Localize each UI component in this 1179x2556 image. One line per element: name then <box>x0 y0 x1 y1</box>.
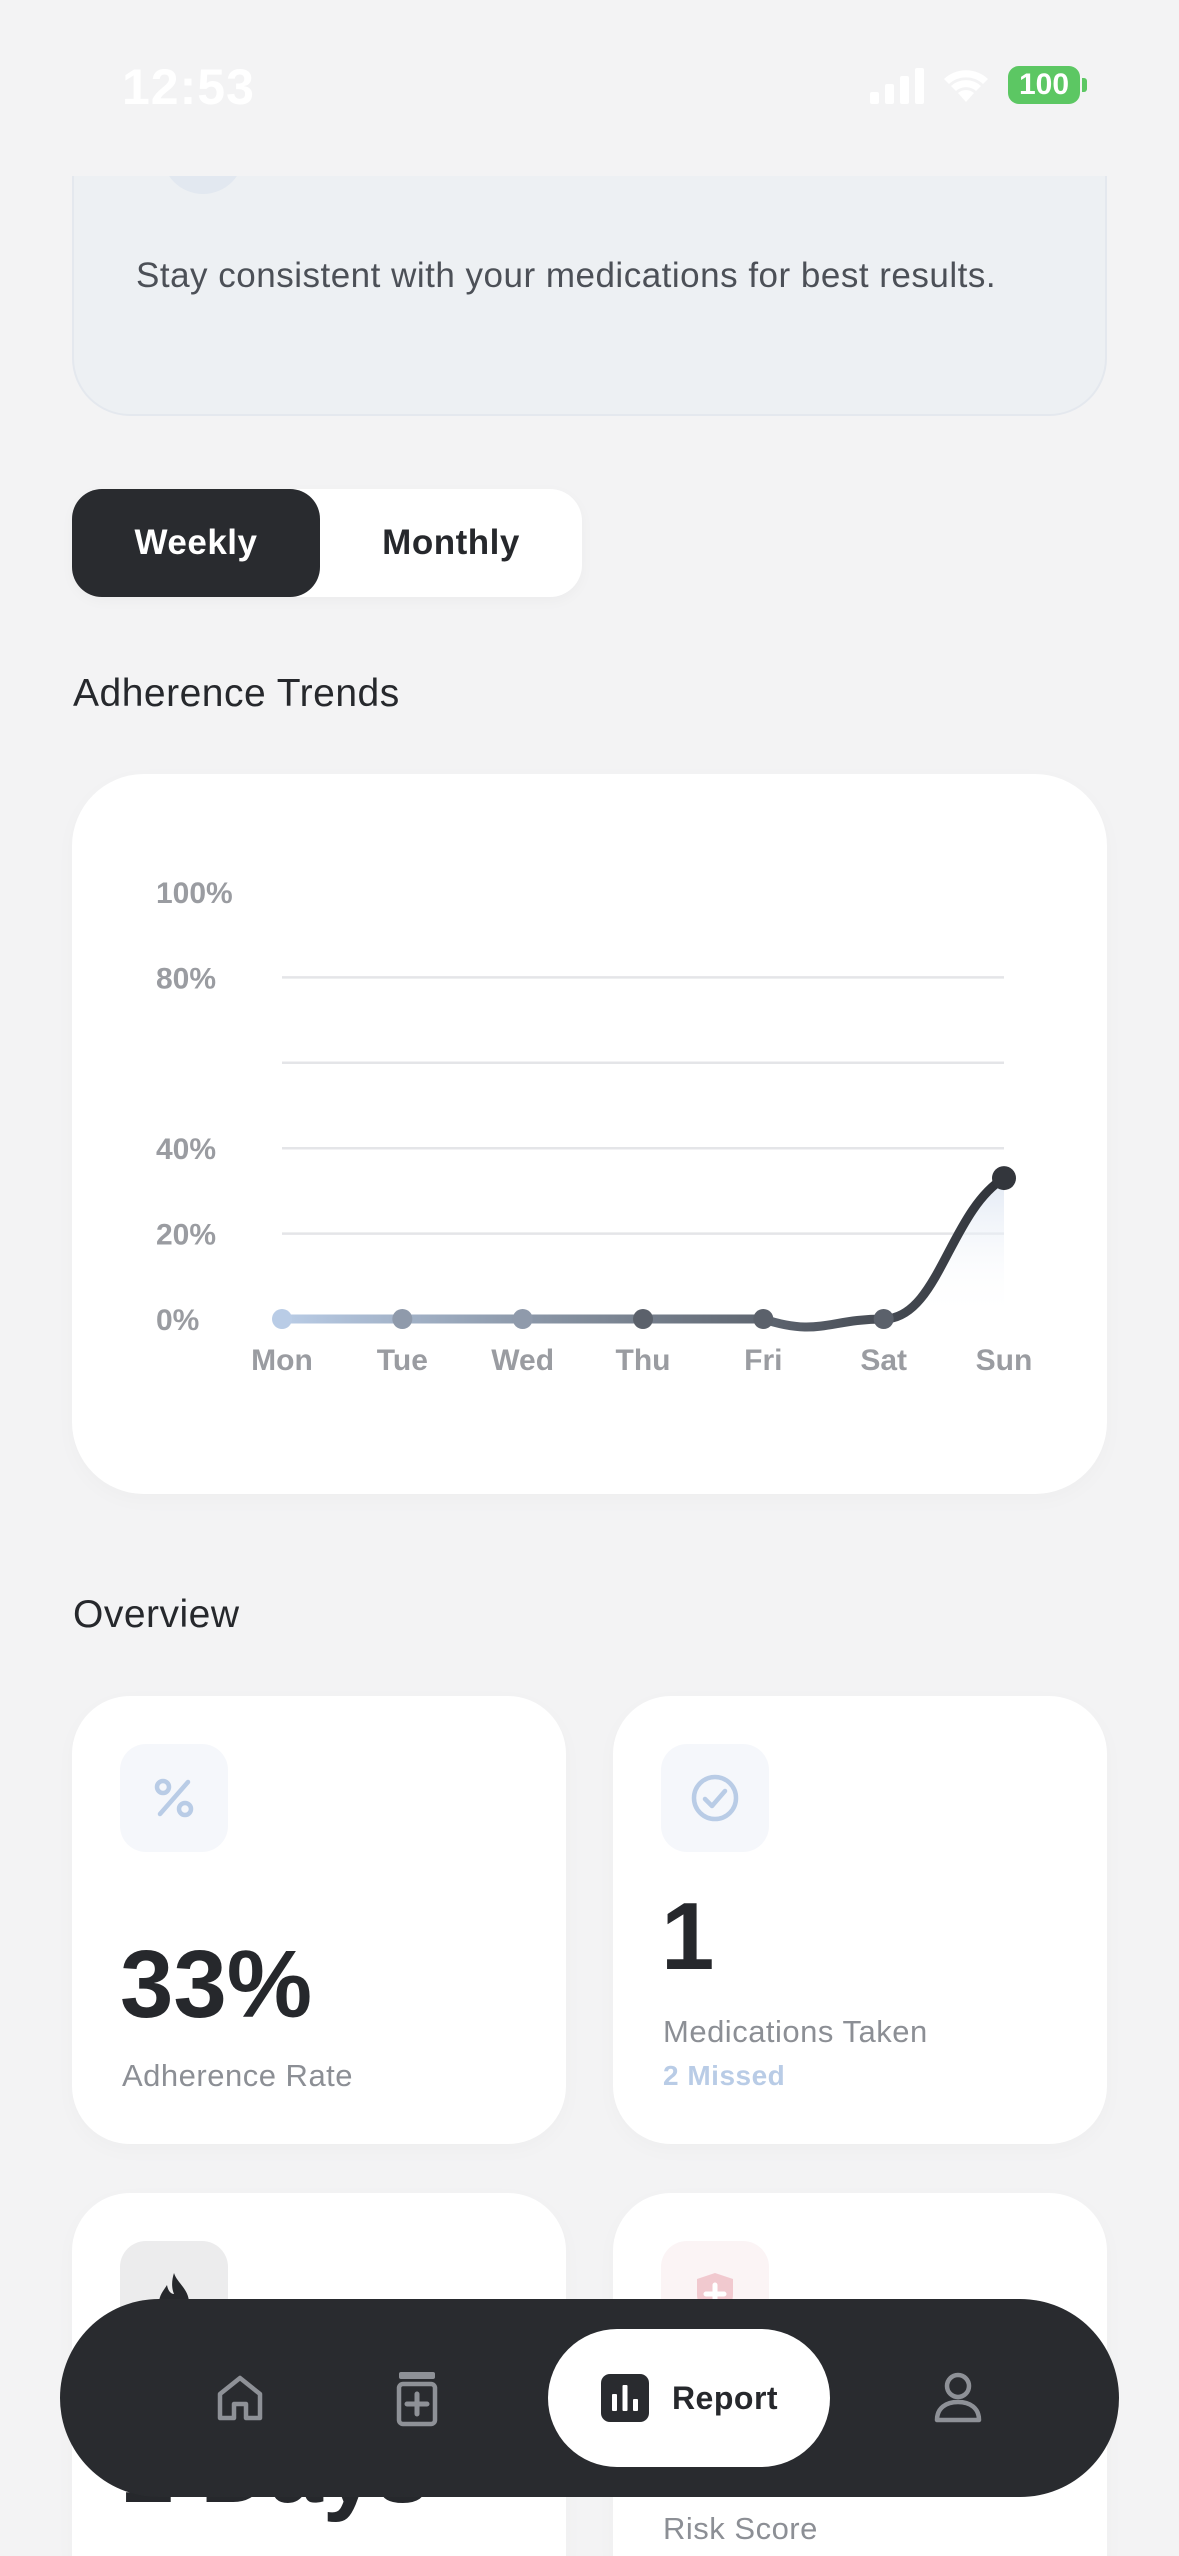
weekly-tab[interactable]: Weekly <box>72 489 320 597</box>
battery-level: 100 <box>1008 66 1080 104</box>
y-tick-label: 0% <box>156 1304 199 1337</box>
risk-score-label: Risk Score <box>663 2511 818 2546</box>
trends-title: Adherence Trends <box>73 672 400 715</box>
percent-icon <box>120 1744 228 1852</box>
x-tick-label: Thu <box>616 1344 671 1377</box>
medicine-icon <box>396 2372 438 2427</box>
bottom-nav: Report <box>60 2299 1119 2497</box>
y-tick-label: 20% <box>156 1219 216 1252</box>
data-point-sat[interactable] <box>873 1309 894 1329</box>
status-icons: 100 <box>870 66 1087 104</box>
nav-home[interactable] <box>190 2299 290 2497</box>
signal-icon <box>870 66 924 104</box>
chart-icon <box>600 2374 649 2422</box>
period-toggle: Weekly Monthly <box>72 489 582 597</box>
y-tick-label: 40% <box>156 1133 216 1166</box>
medications-taken-card[interactable]: 1 Medications Taken 2 Missed <box>613 1696 1107 2144</box>
adherence-chart: 100% 80% 40% 20% 0% Mon Tue Wed Thu Fri Sat Sun <box>156 877 1033 1377</box>
tip-card: Stay consistent with your medications fo… <box>72 112 1107 416</box>
x-tick-label: Sat <box>860 1344 907 1377</box>
data-point-thu[interactable] <box>633 1309 653 1329</box>
x-tick-label: Sun <box>976 1344 1033 1377</box>
check-circle-icon <box>661 1744 769 1852</box>
y-tick-label: 100% <box>156 877 233 910</box>
chart-line <box>277 1173 1009 1332</box>
adherence-rate-value: 33% <box>120 1931 313 2038</box>
wifi-icon <box>944 70 988 102</box>
nav-report-label: Report <box>671 2379 779 2416</box>
overview-title: Overview <box>73 1593 240 1636</box>
x-tick-label: Wed <box>491 1344 554 1377</box>
data-point-fri[interactable] <box>753 1309 774 1329</box>
y-tick-label: 80% <box>156 962 216 995</box>
adherence-rate-label: Adherence Rate <box>122 2058 354 2093</box>
profile-icon <box>934 2372 982 2423</box>
nav-profile[interactable] <box>908 2299 1008 2497</box>
missed-count: 2 Missed <box>663 2060 786 2091</box>
data-point-mon[interactable] <box>272 1309 292 1329</box>
battery-icon: 100 <box>1008 66 1087 104</box>
adherence-chart-card: 100% 80% 40% 20% 0% Mon Tue Wed Thu Fri Sat Sun <box>72 774 1107 1494</box>
data-point-wed[interactable] <box>512 1309 533 1329</box>
x-tick-label: Tue <box>377 1344 428 1377</box>
nav-medicine[interactable] <box>367 2299 467 2497</box>
tip-text: Stay consistent with your medications fo… <box>136 256 997 295</box>
monthly-tab[interactable]: Monthly <box>382 523 520 562</box>
nav-report[interactable]: Report <box>548 2329 830 2467</box>
data-point-tue[interactable] <box>392 1309 413 1329</box>
medications-taken-value: 1 <box>661 1883 715 1990</box>
data-point-sun[interactable] <box>992 1166 1016 1191</box>
home-icon <box>217 2375 263 2421</box>
status-time: 12:53 <box>122 59 255 115</box>
x-tick-label: Fri <box>744 1344 782 1377</box>
status-bar: 12:53 100 <box>0 0 1179 176</box>
adherence-rate-card[interactable]: 33% Adherence Rate <box>72 1696 566 2144</box>
medications-taken-label: Medications Taken <box>663 2014 928 2049</box>
x-tick-label: Mon <box>251 1344 313 1377</box>
